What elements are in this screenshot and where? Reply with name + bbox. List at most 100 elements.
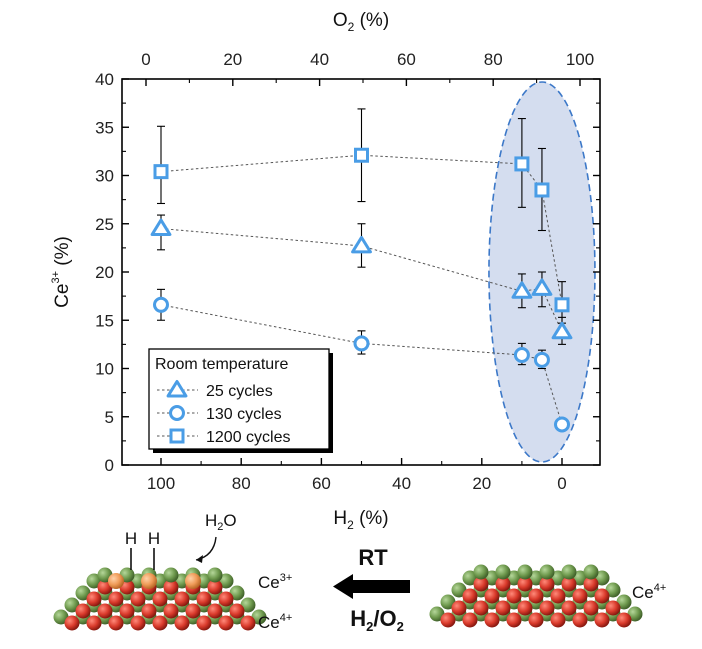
x-top-tick-label-0: 0: [141, 50, 150, 69]
x-bottom-ticks: 100 80 60 40 20 0: [147, 458, 567, 493]
ce3-label: Ce3+: [258, 572, 292, 592]
o-atom: [64, 615, 80, 631]
chart: 100 80 60 40 20 0 0 20 40 60 80 100 0 5 10 15 20 25 30 35…: [50, 10, 601, 532]
ce-atom: [528, 570, 544, 586]
ce-surface-atom: [163, 567, 179, 583]
o-atom: [561, 600, 577, 616]
o-atom: [130, 615, 146, 631]
o-atom: [528, 612, 544, 628]
o-atom: [451, 600, 467, 616]
x-bottom-tick-label-100: 100: [147, 474, 175, 493]
x-bottom-tick-label-80: 80: [232, 474, 251, 493]
adsorbate-h-2: H: [148, 529, 160, 548]
o-atom: [473, 576, 489, 592]
o-atom: [462, 588, 478, 604]
o-atom: [550, 588, 566, 604]
ce3-atom: [185, 573, 201, 589]
markers: [150, 147, 573, 433]
ce3-atom: [108, 573, 124, 589]
ce-atom: [440, 594, 456, 610]
o-atom: [572, 612, 588, 628]
o-atom: [86, 591, 102, 607]
ce-surface-atom: [539, 564, 555, 580]
ce-atom: [594, 570, 610, 586]
o-atom: [594, 588, 610, 604]
o-atom: [97, 603, 113, 619]
reduced-ceria-particle: [53, 567, 267, 631]
ce3-atom: [141, 573, 157, 589]
o-atom: [462, 612, 478, 628]
data-point-0-2: [511, 281, 533, 299]
o-atom: [550, 612, 566, 628]
o-atom: [163, 603, 179, 619]
ce-atom: [130, 573, 146, 589]
o-atom: [174, 591, 190, 607]
x-top-tick-label-60: 60: [397, 50, 416, 69]
x-bottom-tick-label-60: 60: [312, 474, 331, 493]
data-point-1-3: [533, 351, 550, 368]
o-atom: [517, 576, 533, 592]
arrow-shaft: [352, 580, 410, 593]
ce-atom: [429, 606, 445, 622]
data-point-1-2: [513, 346, 530, 363]
ce4-left-label: Ce4+: [258, 612, 292, 632]
ce-atom: [53, 609, 69, 625]
o-atom: [583, 576, 599, 592]
ce-atom: [196, 573, 212, 589]
ce-atom: [616, 594, 632, 610]
ce-surface-atom: [473, 564, 489, 580]
water-arrow-head: [196, 555, 203, 563]
o-atom: [539, 600, 555, 616]
data-point-1-1: [353, 335, 370, 352]
o-atom: [229, 603, 245, 619]
o-atom: [616, 612, 632, 628]
y-tick-label-15: 15: [95, 311, 114, 330]
legend-marker-1: [169, 405, 185, 421]
oxidized-ceria-particle: [429, 564, 643, 628]
water-desorption-arrow: [195, 536, 217, 561]
y-tick-label-10: 10: [95, 360, 114, 379]
o-atom: [119, 603, 135, 619]
y-axis-title: Ce3+ (%): [50, 236, 73, 308]
y-tick-label-35: 35: [95, 118, 114, 137]
ce-atom: [627, 606, 643, 622]
o-atom: [440, 612, 456, 628]
o-atom: [583, 600, 599, 616]
adsorbate-h-1: H: [125, 529, 137, 548]
y-ticks: 0 5 10 15 20 25 30 35 40: [95, 70, 600, 475]
ce-atom: [229, 585, 245, 601]
ce-atom: [174, 573, 190, 589]
x-top-tick-label-80: 80: [484, 50, 503, 69]
ce-atom: [75, 585, 91, 601]
data-point-0-4: [551, 321, 573, 340]
data-point-2-0: [153, 164, 169, 180]
adsorbed-h-atoms: H H: [125, 529, 160, 570]
o-atom: [528, 588, 544, 604]
legend-label-1: 130 cycles: [206, 406, 282, 423]
o-atom: [152, 591, 168, 607]
data-point-1-4: [554, 416, 570, 433]
water-label: H2O: [205, 511, 237, 533]
o-atom: [86, 615, 102, 631]
o-atom: [218, 615, 234, 631]
data-point-2-3: [534, 182, 550, 198]
arrow-top-label: RT: [358, 545, 388, 570]
o-atom: [561, 576, 577, 592]
ce-atom: [451, 582, 467, 598]
ce-atom: [64, 597, 80, 613]
x-bottom-axis-title: H2 (%): [333, 508, 388, 532]
arrow-bottom-label: H2/O2: [350, 606, 404, 634]
ce-atom: [484, 570, 500, 586]
legend: Room temperature 25 cycles 130 cycles 1200…: [148, 348, 333, 453]
x-top-tick-label-40: 40: [310, 50, 329, 69]
o-atom: [495, 576, 511, 592]
ce-atom: [218, 573, 234, 589]
o-atom: [196, 591, 212, 607]
y-tick-label-5: 5: [105, 408, 114, 427]
ce-surface-atom: [583, 564, 599, 580]
ce4-right-label: Ce4+: [632, 582, 666, 602]
o-atom: [163, 579, 179, 595]
x-top-tick-label-100: 100: [566, 50, 594, 69]
legend-marker-2: [169, 428, 185, 444]
data-point-0-0: [150, 218, 172, 237]
